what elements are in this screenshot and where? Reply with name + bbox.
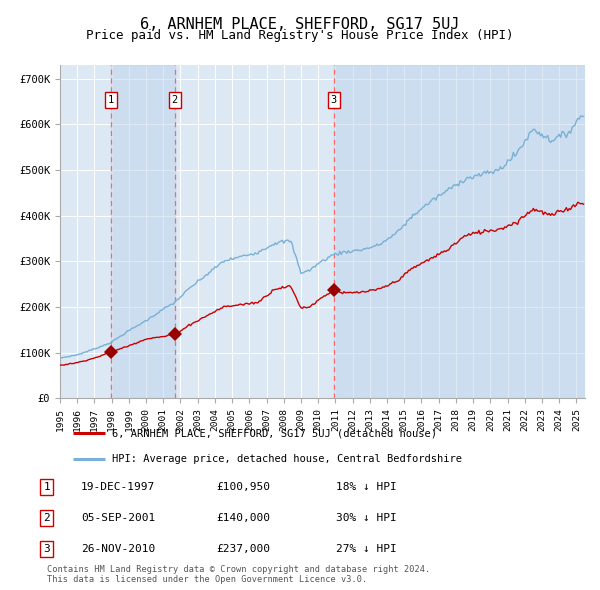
Text: £100,950: £100,950 xyxy=(216,482,270,491)
Text: Contains HM Land Registry data © Crown copyright and database right 2024.
This d: Contains HM Land Registry data © Crown c… xyxy=(47,565,430,584)
Text: 1: 1 xyxy=(43,482,50,491)
Text: 05-SEP-2001: 05-SEP-2001 xyxy=(81,513,155,523)
Text: 1: 1 xyxy=(108,95,114,105)
Text: 30% ↓ HPI: 30% ↓ HPI xyxy=(336,513,397,523)
Text: Price paid vs. HM Land Registry's House Price Index (HPI): Price paid vs. HM Land Registry's House … xyxy=(86,30,514,42)
Text: 18% ↓ HPI: 18% ↓ HPI xyxy=(336,482,397,491)
Text: 6, ARNHEM PLACE, SHEFFORD, SG17 5UJ (detached house): 6, ARNHEM PLACE, SHEFFORD, SG17 5UJ (det… xyxy=(113,428,437,438)
Bar xyxy=(111,65,175,398)
Text: 6, ARNHEM PLACE, SHEFFORD, SG17 5UJ: 6, ARNHEM PLACE, SHEFFORD, SG17 5UJ xyxy=(140,17,460,31)
Text: £237,000: £237,000 xyxy=(216,545,270,554)
Bar xyxy=(334,65,585,398)
Text: 3: 3 xyxy=(331,95,337,105)
Text: HPI: Average price, detached house, Central Bedfordshire: HPI: Average price, detached house, Cent… xyxy=(113,454,463,464)
Text: 27% ↓ HPI: 27% ↓ HPI xyxy=(336,545,397,554)
Text: 3: 3 xyxy=(43,545,50,554)
Text: 19-DEC-1997: 19-DEC-1997 xyxy=(81,482,155,491)
Text: 2: 2 xyxy=(172,95,178,105)
Text: 26-NOV-2010: 26-NOV-2010 xyxy=(81,545,155,554)
Text: £140,000: £140,000 xyxy=(216,513,270,523)
Text: 2: 2 xyxy=(43,513,50,523)
